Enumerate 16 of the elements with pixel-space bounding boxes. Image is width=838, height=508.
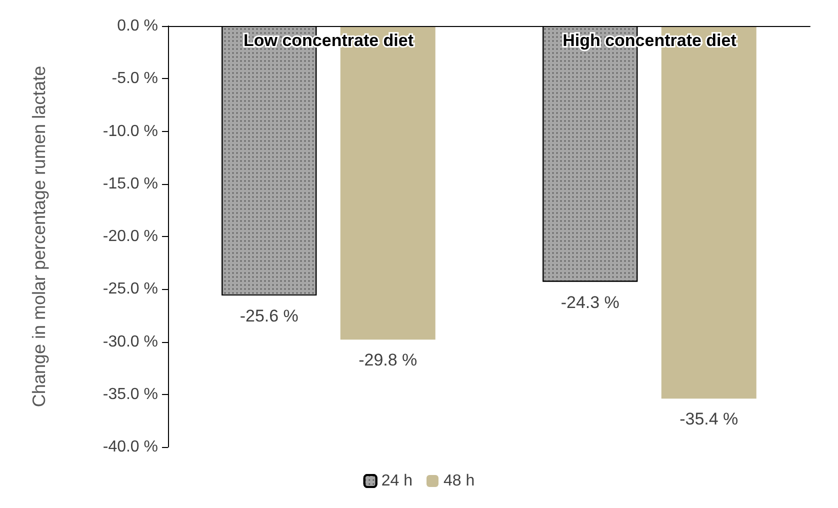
data-label: -25.6 % [240,306,298,326]
data-label: -24.3 % [560,292,620,312]
y-tick-label: -10.0 % [102,122,158,140]
y-tick-label: -30.0 % [102,333,158,350]
data-label: -29.8 % [358,350,418,370]
y-tick-label: -20.0 % [102,228,158,245]
y-axis-title: Change in molar percentage rumen lactate [29,66,49,408]
y-tick-label: 0.0 % [117,18,158,34]
y-tick-label: -35.0 % [102,386,158,403]
y-tick-label: -25.0 % [102,280,158,298]
data-label: -35.4 % [680,410,738,429]
y-tick-label: -15.0 % [102,175,158,192]
y-tick-label: -40.0 % [102,438,158,456]
legend-label: 24 h [381,472,412,490]
legend-label: 48 h [444,472,475,490]
y-tick-label: -5.0 % [112,70,158,88]
